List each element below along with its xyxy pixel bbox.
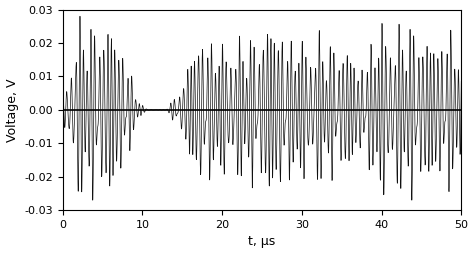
X-axis label: t, μs: t, μs (248, 235, 276, 248)
Y-axis label: Voltage, V: Voltage, V (6, 78, 18, 142)
